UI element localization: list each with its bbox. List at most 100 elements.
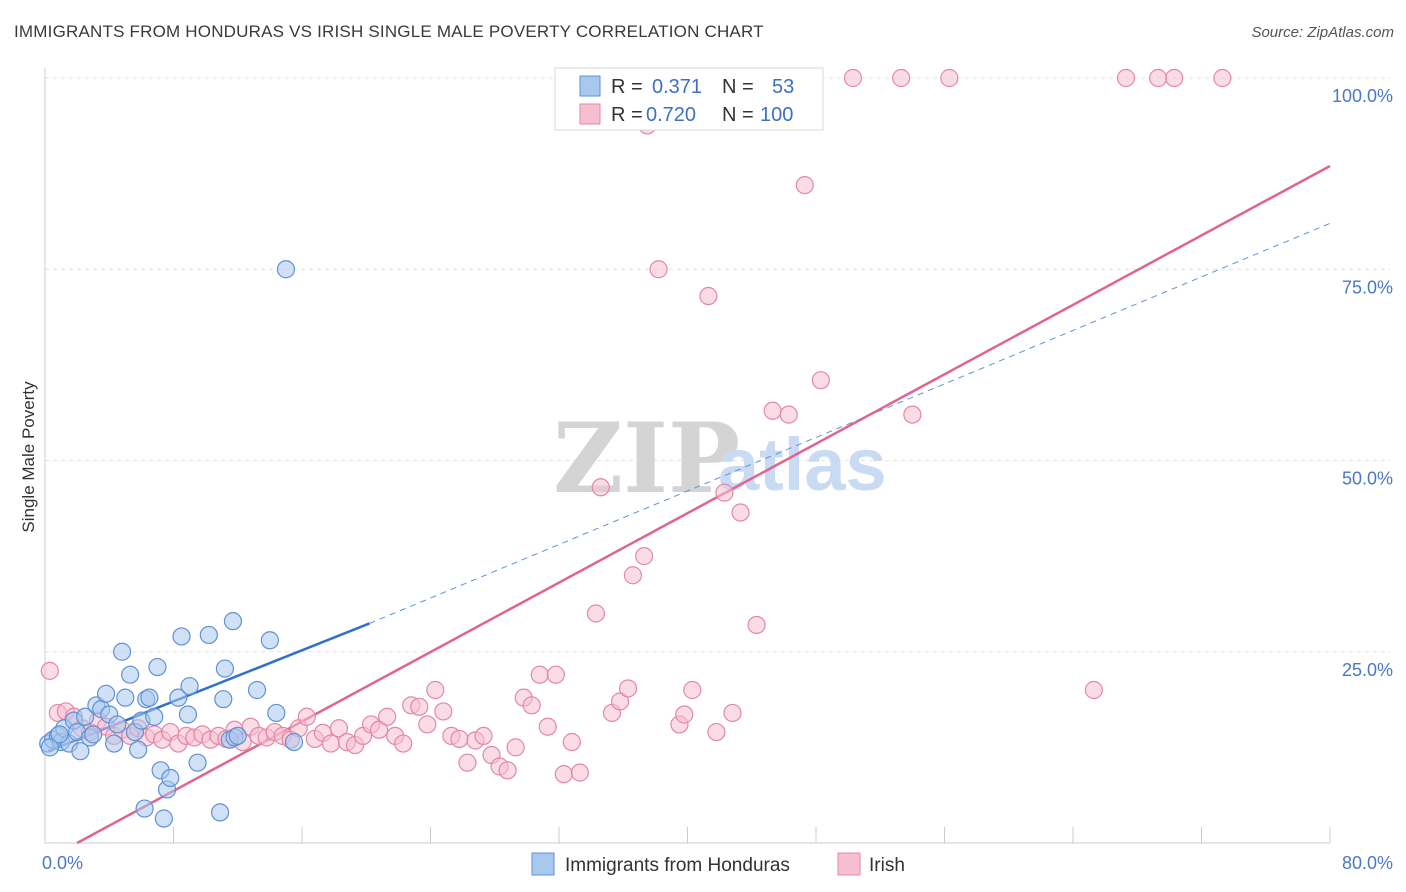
honduras-point	[276, 260, 296, 279]
y-axis-label: Single Male Poverty	[19, 381, 38, 533]
irish-point	[297, 707, 316, 726]
honduras-point	[145, 707, 164, 726]
x-tick-label: 80.0%	[1342, 853, 1393, 873]
series-legend: Immigrants from Honduras Irish	[531, 852, 905, 876]
honduras-point	[76, 707, 95, 726]
legend-r-label: R =	[611, 104, 643, 126]
honduras-point	[112, 642, 132, 661]
irish-point	[892, 68, 911, 88]
honduras-point	[223, 612, 243, 631]
y-tick-label: 75.0%	[1342, 277, 1393, 297]
honduras-point	[121, 665, 140, 684]
irish-point	[731, 503, 750, 522]
honduras-point	[84, 725, 103, 744]
honduras-point	[135, 799, 154, 818]
irish-point	[723, 703, 742, 723]
honduras-point	[188, 753, 207, 772]
irish-point	[554, 765, 573, 784]
irish-point	[610, 692, 630, 711]
y-tick-label: 50.0%	[1342, 469, 1393, 489]
irish-point	[1165, 68, 1184, 88]
bottom-legend-swatch-honduras	[531, 852, 555, 876]
irish-point	[699, 286, 718, 306]
honduras-point	[71, 742, 90, 761]
axes	[44, 68, 1331, 844]
legend-n-label: N =	[722, 104, 754, 126]
irish-point	[747, 615, 766, 635]
legend-r-value: 0.720	[646, 104, 696, 126]
irish-point	[498, 761, 517, 780]
irish-point	[707, 722, 726, 742]
x-tick-labels: 0.0% 80.0%	[42, 853, 1393, 873]
honduras-point	[210, 803, 230, 822]
irish-point	[715, 483, 734, 502]
legend-swatch-irish	[579, 103, 601, 125]
irish-point	[562, 732, 581, 752]
y-tick-labels: 25.0% 50.0% 75.0% 100.0%	[1332, 86, 1393, 680]
honduras-point	[180, 677, 199, 696]
honduras-point	[267, 703, 286, 723]
honduras-point	[148, 657, 167, 677]
honduras-point	[129, 740, 148, 759]
watermark-atlas: atlas	[718, 423, 887, 506]
honduras-point	[96, 684, 116, 703]
irish-point	[426, 680, 445, 700]
irish-point	[394, 734, 413, 753]
irish-point	[321, 734, 341, 753]
irish-point	[546, 665, 565, 684]
irish-point	[683, 680, 702, 700]
honduras-point	[214, 690, 233, 709]
watermark-zip: ZIP	[553, 402, 740, 515]
irish-point	[940, 68, 959, 88]
irish-point	[1149, 68, 1168, 88]
irish-point	[618, 679, 638, 698]
irish-point	[1213, 68, 1232, 88]
bottom-legend-label-honduras: Immigrants from Honduras	[565, 855, 790, 876]
honduras-point	[108, 715, 127, 734]
irish-point	[538, 717, 557, 736]
honduras-point	[228, 726, 247, 746]
honduras-point	[178, 705, 198, 724]
irish-point	[591, 478, 610, 497]
honduras-point	[169, 688, 188, 707]
irish-point	[474, 726, 493, 746]
irish-point	[329, 719, 349, 738]
irish-point	[779, 405, 798, 424]
legend-n-value: 53	[772, 76, 794, 98]
irish-point	[675, 705, 694, 724]
honduras-point	[154, 809, 173, 828]
honduras-point	[40, 738, 59, 757]
legend-r-label: R =	[611, 76, 643, 98]
irish-point	[370, 720, 389, 739]
irish-point	[450, 729, 469, 749]
honduras-point	[260, 631, 279, 650]
irish-point	[811, 371, 830, 390]
irish-point	[530, 665, 549, 684]
honduras-point	[199, 625, 218, 645]
irish-point	[410, 697, 429, 716]
honduras-points	[39, 260, 304, 828]
watermark: ZIP atlas	[553, 402, 887, 515]
chart-title: IMMIGRANTS FROM HONDURAS VS IRISH SINGLE…	[14, 22, 764, 41]
irish-point	[418, 715, 437, 734]
irish-point	[434, 702, 453, 721]
y-tick-label: 100.0%	[1332, 86, 1393, 106]
honduras-point	[284, 732, 304, 752]
irish-point	[795, 176, 814, 195]
y-tick-label: 25.0%	[1342, 660, 1393, 680]
honduras-point	[50, 725, 69, 744]
irish-point	[570, 763, 589, 782]
irish-point	[763, 401, 782, 420]
irish-point	[903, 405, 922, 424]
x-tick-label: 0.0%	[42, 853, 83, 873]
irish-point	[1084, 680, 1103, 700]
honduras-point	[161, 768, 180, 788]
irish-point	[378, 707, 397, 726]
irish-point	[649, 260, 668, 279]
honduras-point	[215, 659, 234, 678]
irish-point	[506, 738, 525, 757]
legend-n-value: 100	[760, 104, 793, 126]
legend-swatch-honduras	[579, 75, 601, 97]
correlation-legend: R = 0.371 N = 53 R = 0.720 N = 100	[554, 67, 824, 131]
